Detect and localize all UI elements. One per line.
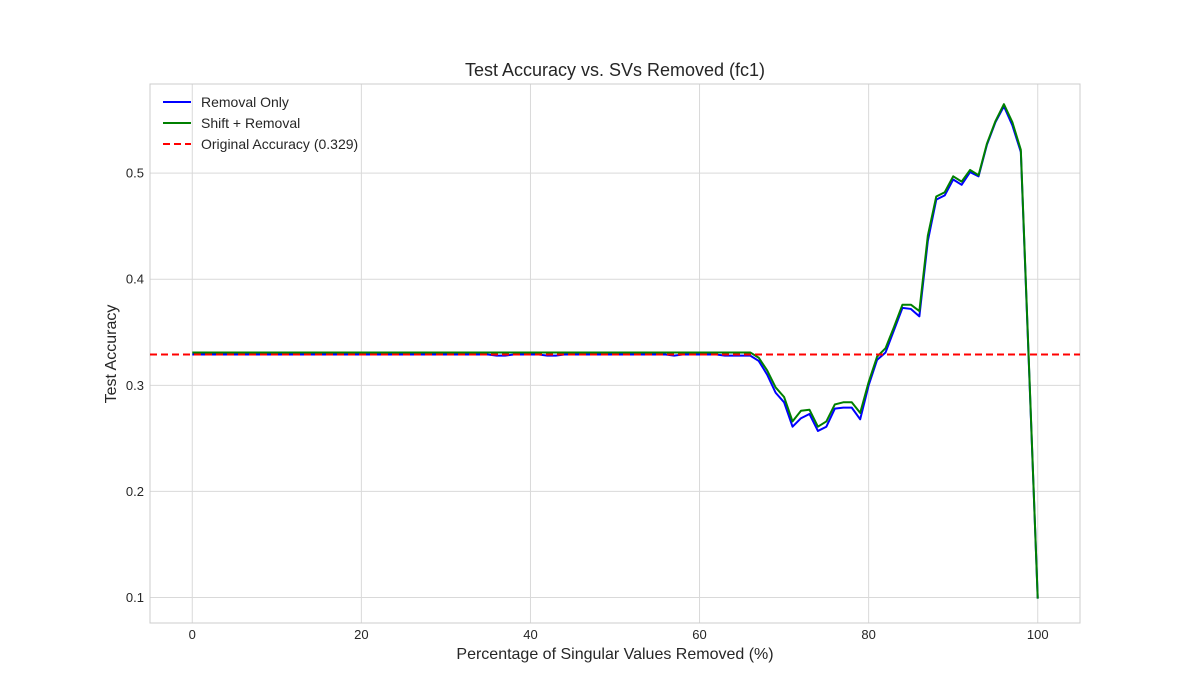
grid <box>150 84 1080 623</box>
series-line-shift-removal <box>192 103 1039 599</box>
x-tick-label: 0 <box>189 627 196 642</box>
x-axis-label: Percentage of Singular Values Removed (%… <box>456 646 773 663</box>
plot-frame <box>149 83 1081 624</box>
chart-title: Test Accuracy vs. SVs Removed (fc1) <box>465 60 765 80</box>
y-tick-label: 0.1 <box>126 590 144 605</box>
tick-layer: 0 20 40 60 80 100 0.1 0.2 0.3 0.4 0.5 <box>126 166 1049 642</box>
x-tick-label: 20 <box>354 627 368 642</box>
y-tick-label: 0.3 <box>126 378 144 393</box>
x-tick-label: 60 <box>692 627 706 642</box>
legend-label: Shift + Removal <box>201 115 300 131</box>
series-layer <box>150 103 1080 599</box>
x-tick-label: 100 <box>1027 627 1049 642</box>
y-tick-label: 0.5 <box>126 166 144 181</box>
y-tick-label: 0.4 <box>126 272 144 287</box>
legend-label: Removal Only <box>201 94 289 110</box>
x-tick-label: 40 <box>523 627 537 642</box>
y-tick-label: 0.2 <box>126 484 144 499</box>
x-tick-label: 80 <box>861 627 875 642</box>
y-axis-label: Test Accuracy <box>103 305 120 404</box>
legend: Removal Only Shift + Removal Original Accu… <box>163 94 358 152</box>
legend-label: Original Accuracy (0.329) <box>201 136 358 152</box>
